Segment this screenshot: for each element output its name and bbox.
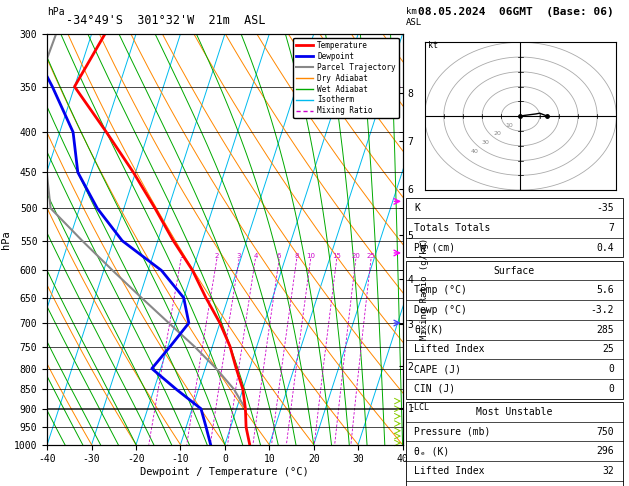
Text: Mixing Ratio (g/kg): Mixing Ratio (g/kg) <box>420 238 429 340</box>
Text: 40: 40 <box>470 149 478 154</box>
Text: 6: 6 <box>277 253 281 259</box>
Legend: Temperature, Dewpoint, Parcel Trajectory, Dry Adiabat, Wet Adiabat, Isotherm, Mi: Temperature, Dewpoint, Parcel Trajectory… <box>293 38 399 119</box>
X-axis label: Dewpoint / Temperature (°C): Dewpoint / Temperature (°C) <box>140 467 309 477</box>
Text: Surface: Surface <box>494 265 535 276</box>
Text: θₑ (K): θₑ (K) <box>415 446 450 456</box>
Text: 25: 25 <box>367 253 376 259</box>
Text: 5.6: 5.6 <box>596 285 614 295</box>
Text: 15: 15 <box>332 253 341 259</box>
Text: CIN (J): CIN (J) <box>415 384 455 394</box>
Text: 30: 30 <box>482 140 490 145</box>
Text: 25: 25 <box>603 345 614 354</box>
Text: 32: 32 <box>603 466 614 476</box>
Text: K: K <box>415 203 420 213</box>
Text: θₑ(K): θₑ(K) <box>415 325 444 335</box>
Text: 8: 8 <box>294 253 299 259</box>
Text: hPa: hPa <box>47 7 65 17</box>
Text: 20: 20 <box>494 131 501 137</box>
Text: -LCL: -LCL <box>409 403 430 413</box>
Text: -35: -35 <box>596 203 614 213</box>
Text: 08.05.2024  06GMT  (Base: 06): 08.05.2024 06GMT (Base: 06) <box>418 7 614 17</box>
Text: km
ASL: km ASL <box>406 7 422 27</box>
Text: 750: 750 <box>596 427 614 436</box>
Text: 7: 7 <box>608 223 614 233</box>
Text: 0: 0 <box>608 364 614 374</box>
Text: 1: 1 <box>179 253 183 259</box>
Text: Temp (°C): Temp (°C) <box>415 285 467 295</box>
Text: -34°49'S  301°32'W  21m  ASL: -34°49'S 301°32'W 21m ASL <box>66 14 265 27</box>
Text: Dewp (°C): Dewp (°C) <box>415 305 467 315</box>
Text: 296: 296 <box>596 446 614 456</box>
Text: Totals Totals: Totals Totals <box>415 223 491 233</box>
Text: 2: 2 <box>214 253 219 259</box>
Bar <box>406 260 623 399</box>
Text: 4: 4 <box>253 253 257 259</box>
Text: 3: 3 <box>237 253 242 259</box>
Text: 285: 285 <box>596 325 614 335</box>
Text: Lifted Index: Lifted Index <box>415 345 485 354</box>
Text: Lifted Index: Lifted Index <box>415 466 485 476</box>
Text: PW (cm): PW (cm) <box>415 243 455 253</box>
Y-axis label: hPa: hPa <box>1 230 11 249</box>
Text: CAPE (J): CAPE (J) <box>415 364 462 374</box>
Bar <box>406 198 623 258</box>
Text: 10: 10 <box>505 122 513 127</box>
Text: -3.2: -3.2 <box>591 305 614 315</box>
Text: 0.4: 0.4 <box>596 243 614 253</box>
Text: Pressure (mb): Pressure (mb) <box>415 427 491 436</box>
Text: kt: kt <box>428 41 438 50</box>
Text: 20: 20 <box>352 253 360 259</box>
Text: 0: 0 <box>608 384 614 394</box>
Text: Most Unstable: Most Unstable <box>476 407 552 417</box>
Bar <box>406 402 623 486</box>
Text: 10: 10 <box>306 253 315 259</box>
